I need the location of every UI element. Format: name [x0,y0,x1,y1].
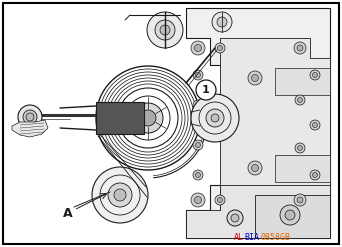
Circle shape [294,194,306,206]
Circle shape [108,183,132,207]
Circle shape [211,114,219,122]
Circle shape [196,73,200,78]
Circle shape [313,172,317,178]
Circle shape [193,170,203,180]
Circle shape [295,95,305,105]
Circle shape [215,43,225,53]
Circle shape [23,110,37,124]
Circle shape [218,45,223,50]
Circle shape [298,145,303,150]
Circle shape [195,44,201,52]
Circle shape [193,100,203,110]
Circle shape [295,143,305,153]
Polygon shape [12,120,48,137]
Circle shape [196,80,216,100]
Circle shape [196,172,200,178]
Text: 0858GB: 0858GB [261,233,291,242]
Circle shape [231,214,239,222]
Circle shape [248,161,262,175]
Circle shape [297,197,303,203]
Polygon shape [186,8,330,238]
Circle shape [193,70,203,80]
Polygon shape [275,68,330,95]
Text: 1: 1 [202,85,210,95]
Text: BIA: BIA [245,233,260,242]
Circle shape [196,103,200,107]
Circle shape [215,195,225,205]
Circle shape [193,140,203,150]
Circle shape [218,198,223,203]
Text: A: A [63,206,73,220]
Polygon shape [186,185,330,238]
Circle shape [227,210,243,226]
Circle shape [26,113,34,121]
Polygon shape [275,155,330,182]
Circle shape [280,205,300,225]
Circle shape [191,94,239,142]
Circle shape [114,189,126,201]
Circle shape [140,110,156,126]
Circle shape [212,12,232,32]
Polygon shape [255,195,330,238]
Polygon shape [220,38,330,210]
Circle shape [217,17,227,27]
Circle shape [191,41,205,55]
Circle shape [251,75,259,82]
Circle shape [313,73,317,78]
Circle shape [298,98,303,103]
Circle shape [196,143,200,147]
Circle shape [248,71,262,85]
Circle shape [147,12,183,48]
Circle shape [191,193,205,207]
Circle shape [297,45,303,51]
Circle shape [160,25,170,35]
Circle shape [294,42,306,54]
Bar [96,102,144,134]
Circle shape [18,105,42,129]
Circle shape [195,197,201,204]
Circle shape [313,123,317,127]
Text: AL: AL [234,233,244,242]
Circle shape [285,210,295,220]
Circle shape [310,120,320,130]
Circle shape [310,70,320,80]
Circle shape [155,20,175,40]
Circle shape [310,170,320,180]
Circle shape [206,109,224,127]
Circle shape [133,103,163,133]
Circle shape [251,165,259,171]
Circle shape [92,167,148,223]
